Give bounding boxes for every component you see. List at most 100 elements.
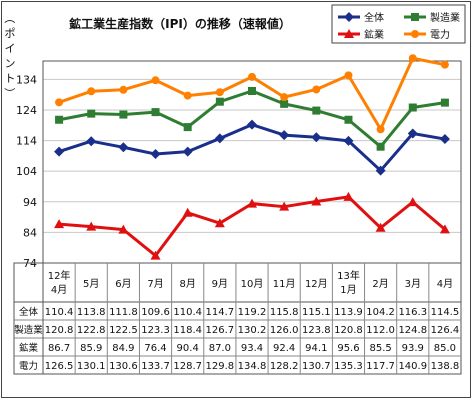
table-cell: 111.8 — [109, 307, 138, 318]
data-point-1-10 — [376, 142, 385, 151]
table-cell: 135.3 — [334, 361, 363, 372]
category-label: 9月 — [212, 278, 228, 290]
legend-marker-0 — [344, 12, 354, 22]
data-point-0-10 — [375, 165, 386, 176]
legend-label-2: 鉱業 — [364, 28, 384, 41]
y-axis-label-char: （ — [3, 13, 16, 24]
table-cell: 138.8 — [431, 361, 460, 372]
table-cell: 130.2 — [238, 325, 267, 336]
table-cell: 109.6 — [141, 307, 170, 318]
data-point-3-9 — [344, 71, 353, 80]
table-cell: 122.5 — [109, 325, 138, 336]
table-cell: 86.7 — [48, 343, 70, 354]
table-cell: 114.5 — [431, 307, 460, 318]
table-row-label: 電力 — [19, 360, 38, 372]
data-point-2-8 — [311, 196, 322, 206]
y-tick-label: 134 — [16, 73, 37, 86]
data-point-2-12 — [439, 224, 450, 234]
category-label: 5月 — [83, 278, 99, 290]
table-cell: 129.8 — [206, 361, 235, 372]
data-point-0-7 — [279, 130, 290, 141]
category-label: 7月 — [147, 278, 163, 290]
table-cell: 119.2 — [238, 307, 267, 318]
legend-label-1: 製造業 — [430, 11, 460, 24]
data-point-2-2 — [118, 224, 129, 234]
table-cell: 87.0 — [209, 343, 231, 354]
data-point-2-3 — [150, 250, 161, 260]
table-cell: 123.8 — [302, 325, 331, 336]
category-label-line1: 12年 — [48, 269, 71, 282]
table-cell: 134.8 — [238, 361, 267, 372]
table-cell: 126.4 — [431, 325, 460, 336]
data-point-0-9 — [343, 135, 354, 146]
y-tick-label: 114 — [16, 135, 37, 148]
table-cell: 115.8 — [270, 307, 299, 318]
table-row-label: 製造業 — [14, 324, 43, 336]
data-point-1-11 — [408, 103, 417, 112]
data-point-1-0 — [55, 115, 64, 124]
category-label: 6月 — [115, 278, 131, 290]
table-cell: 114.7 — [206, 307, 235, 318]
legend-marker-2 — [344, 29, 354, 38]
table-cell: 104.2 — [366, 307, 395, 318]
category-label: 4月 — [437, 278, 453, 290]
data-point-2-5 — [214, 218, 225, 228]
data-point-3-2 — [119, 85, 128, 94]
data-point-1-12 — [440, 98, 449, 107]
data-point-2-11 — [407, 197, 418, 207]
data-point-3-11 — [408, 54, 417, 63]
data-point-1-6 — [248, 86, 256, 95]
category-label-line2: 1月 — [340, 284, 356, 296]
data-point-3-3 — [151, 76, 160, 85]
series-line-1 — [58, 89, 446, 149]
data-point-0-3 — [150, 149, 161, 160]
data-point-3-1 — [87, 87, 96, 96]
data-point-1-3 — [151, 108, 160, 117]
table-cell: 92.4 — [273, 343, 295, 354]
data-table-border — [13, 262, 462, 375]
data-point-3-10 — [376, 125, 385, 134]
table-cell: 95.6 — [337, 343, 359, 354]
data-point-3-0 — [55, 98, 64, 107]
table-cell: 120.8 — [45, 325, 74, 336]
table-cell: 76.4 — [144, 343, 166, 354]
data-point-3-5 — [215, 88, 224, 97]
table-cell: 94.1 — [305, 343, 327, 354]
category-label-line1: 13年 — [337, 269, 360, 282]
table-cell: 85.9 — [80, 343, 102, 354]
data-point-0-4 — [182, 146, 193, 157]
table-cell: 126.5 — [45, 361, 74, 372]
data-point-0-8 — [311, 132, 322, 143]
y-axis-label-char: ン — [5, 57, 16, 70]
table-cell: 124.8 — [398, 325, 427, 336]
category-label: 2月 — [372, 278, 388, 290]
table-cell: 85.0 — [434, 343, 456, 354]
data-point-0-12 — [439, 134, 450, 145]
table-cell: 120.8 — [334, 325, 363, 336]
y-axis-label-char: ト — [5, 72, 16, 85]
data-point-1-1 — [87, 109, 96, 118]
legend-marker-3 — [411, 30, 419, 38]
category-label: 8月 — [180, 278, 196, 290]
table-cell: 126.0 — [270, 325, 299, 336]
table-cell: 128.2 — [270, 361, 299, 372]
table-cell: 116.3 — [398, 307, 427, 318]
table-row-label: 全体 — [19, 306, 39, 318]
data-point-2-10 — [375, 222, 386, 232]
category-label: 12月 — [305, 278, 328, 290]
data-point-3-4 — [183, 91, 192, 100]
data-point-3-8 — [312, 85, 321, 94]
table-cell: 93.4 — [241, 343, 263, 354]
category-label: 10月 — [241, 278, 264, 290]
table-cell: 130.1 — [77, 361, 106, 372]
data-point-1-2 — [119, 110, 128, 119]
y-axis-label-char: ） — [3, 88, 16, 99]
y-tick-label: 124 — [16, 104, 37, 117]
table-cell: 130.6 — [109, 361, 138, 372]
category-label-line2: 4月 — [51, 284, 67, 296]
data-point-1-9 — [344, 115, 353, 124]
data-point-0-1 — [86, 136, 97, 147]
table-row-label: 鉱業 — [19, 342, 39, 354]
